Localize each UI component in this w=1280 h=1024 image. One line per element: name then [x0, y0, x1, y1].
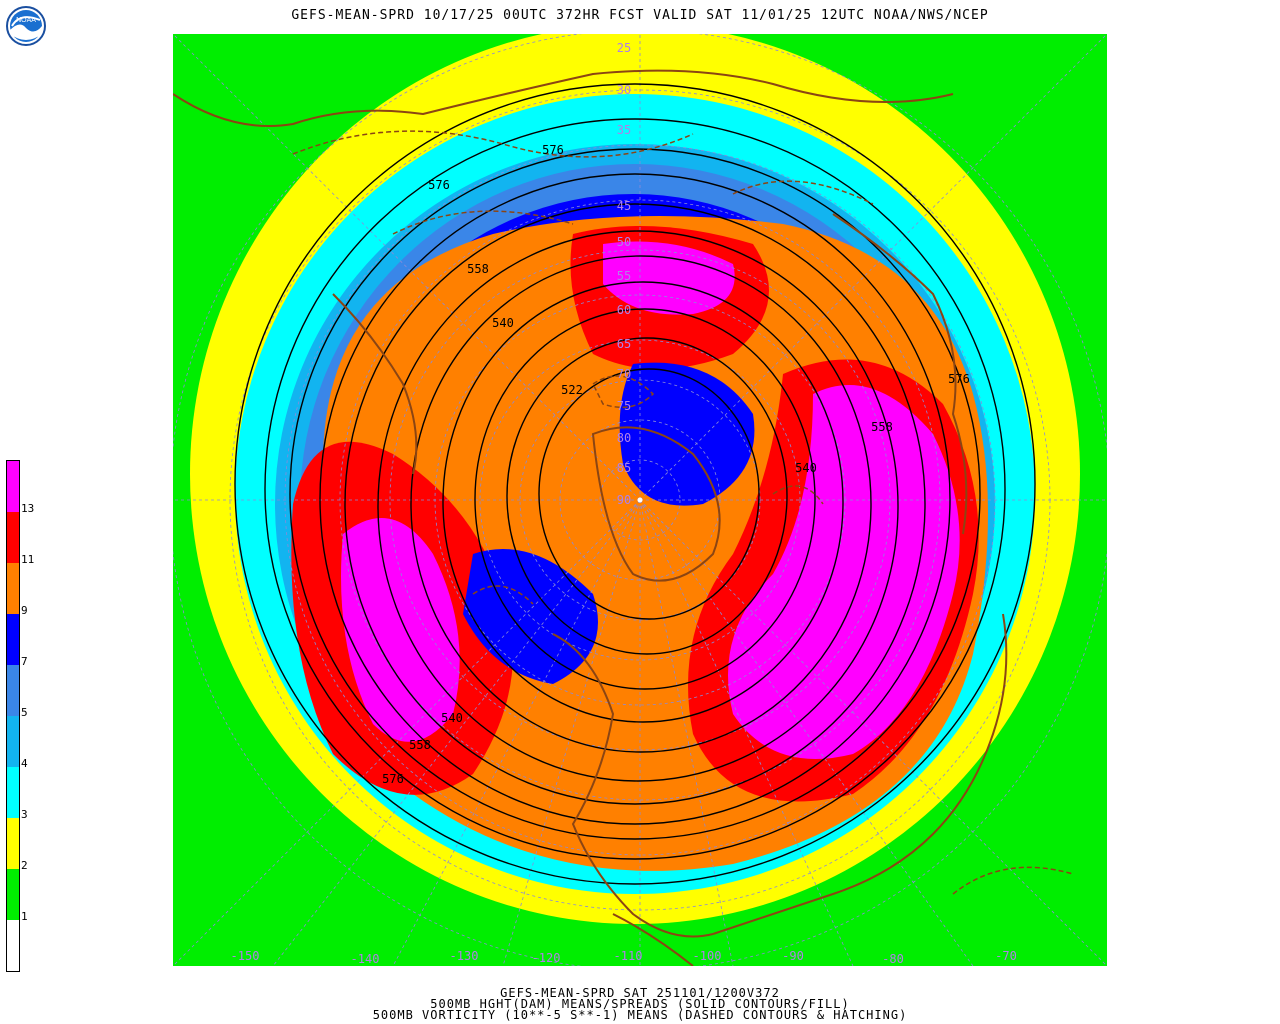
height-contours [234, 83, 1036, 885]
lon-label: -140 [351, 952, 380, 966]
legend-band [7, 920, 19, 971]
spread-color-legend [6, 460, 20, 972]
lon-label: -130 [450, 949, 479, 963]
lon-label: -100 [693, 949, 722, 963]
footer-line-1: GEFS-MEAN-SPRD SAT 251101/1200V372 [500, 986, 780, 1000]
lon-label: -120 [532, 951, 561, 965]
legend-band [7, 818, 19, 869]
legend-band [7, 461, 19, 512]
lat-label: 55 [617, 269, 631, 283]
spread-fill-magenta-west [341, 518, 460, 742]
lat-label: 50 [617, 235, 631, 249]
logo-text: NOAA [16, 17, 36, 24]
contour-label: 540 [492, 316, 514, 330]
legend-label: 11 [21, 553, 35, 566]
lat-label: 30 [617, 83, 631, 97]
contour-label: 558 [467, 262, 489, 276]
lon-label: -110 [614, 949, 643, 963]
legend-band [7, 512, 19, 563]
spread-fill-magenta-north [603, 241, 735, 315]
legend-label: 3 [21, 808, 28, 821]
lon-label: -80 [882, 952, 904, 966]
noaa-logo-icon: NOAA [6, 6, 46, 46]
legend-band [7, 869, 19, 920]
lat-label: 75 [617, 399, 631, 413]
north-pole-marker [637, 497, 643, 503]
forecast-map: 25 30 35 45 50 55 60 65 70 75 80 85 90 -… [173, 34, 1107, 966]
legend-band [7, 614, 19, 665]
legend-label: 2 [21, 859, 28, 872]
contour-label: 522 [561, 383, 583, 397]
legend-band [7, 563, 19, 614]
lat-label: 60 [617, 303, 631, 317]
lat-label: 35 [617, 123, 631, 137]
spread-fill-blue-south [463, 549, 598, 684]
map-title: GEFS-MEAN-SPRD 10/17/25 00UTC 372HR FCST… [291, 8, 989, 23]
contour-label: 540 [795, 461, 817, 475]
lon-label: -90 [782, 949, 804, 963]
contour-label: 576 [382, 772, 404, 786]
legend-label: 1 [21, 910, 28, 923]
contour-label: 576 [428, 178, 450, 192]
lat-label: 70 [617, 367, 631, 381]
lon-lines [173, 34, 1107, 966]
legend-label: 13 [21, 502, 35, 515]
lon-label: -70 [995, 949, 1017, 963]
legend-band [7, 716, 19, 767]
contour-label: 576 [948, 372, 970, 386]
spread-fill-magenta-east [728, 385, 960, 759]
lat-label: 80 [617, 431, 631, 445]
legend-label: 9 [21, 604, 28, 617]
contour-label: 576 [542, 143, 564, 157]
legend-label: 4 [21, 757, 28, 770]
lat-label: 65 [617, 337, 631, 351]
vorticity-contours [292, 130, 1074, 895]
legend-band [7, 767, 19, 818]
contour-label: 558 [409, 738, 431, 752]
footer-line-2: 500MB HGHT(DAM) MEANS/SPREADS (SOLID CON… [430, 997, 850, 1011]
legend-label: 5 [21, 706, 28, 719]
legend-label: 7 [21, 655, 28, 668]
footer-line-3: 500MB VORTICITY (10**-5 S**-1) MEANS (DA… [372, 1008, 908, 1022]
coastlines [173, 69, 1008, 966]
legend-band [7, 665, 19, 716]
contour-label: 558 [871, 420, 893, 434]
lat-label: 25 [617, 41, 631, 55]
lat-label: 45 [617, 199, 631, 213]
contour-label: 540 [441, 711, 463, 725]
lat-label: 85 [617, 461, 631, 475]
lon-label: -150 [231, 949, 260, 963]
lat-label: 90 [617, 493, 631, 507]
